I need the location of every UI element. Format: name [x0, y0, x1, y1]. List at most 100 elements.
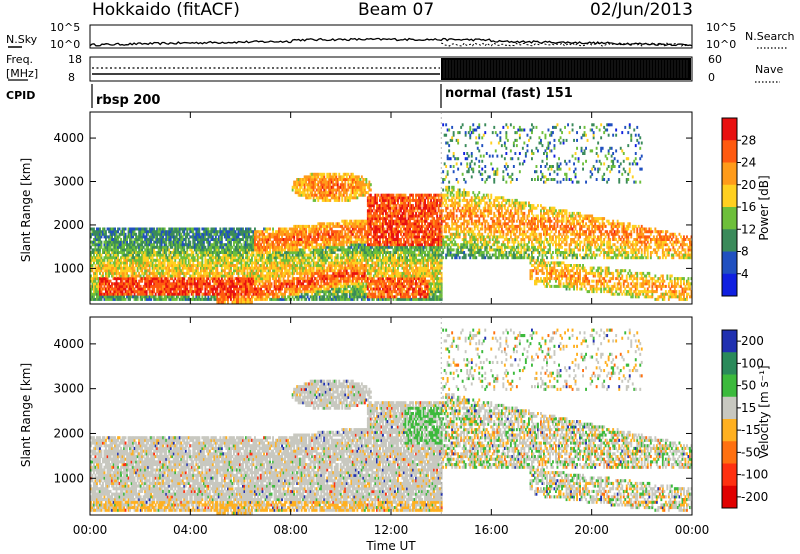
power-cell — [360, 191, 363, 195]
power-cell — [327, 191, 330, 195]
power-cell — [329, 264, 332, 267]
power-cell — [100, 292, 103, 296]
power-cell — [220, 282, 223, 286]
power-cell — [202, 279, 205, 283]
power-cell — [360, 297, 363, 301]
power-cell — [368, 274, 371, 278]
power-cell — [121, 232, 124, 236]
power-cell — [230, 232, 232, 236]
power-cell — [315, 175, 318, 179]
power-cell — [109, 292, 112, 296]
power-cell — [223, 230, 226, 234]
power-cell — [273, 292, 276, 296]
power-cell — [254, 248, 256, 252]
power-cell — [202, 269, 205, 273]
power-cell — [192, 274, 195, 278]
power-cell — [97, 292, 100, 296]
power-cell — [335, 175, 338, 179]
power-cell — [281, 251, 283, 254]
power-cell — [317, 264, 320, 267]
power-cell — [251, 243, 253, 247]
power-cell — [350, 271, 353, 275]
power-cell — [207, 232, 210, 236]
power-cell — [311, 271, 314, 275]
power-cell — [187, 295, 190, 299]
power-cell — [323, 188, 326, 192]
power-cell — [174, 287, 177, 291]
power-cell — [360, 185, 363, 189]
power-cell — [338, 175, 341, 179]
power-cell — [120, 279, 122, 283]
power-cell — [342, 251, 345, 254]
power-cell — [299, 287, 302, 291]
power-cell — [353, 277, 356, 281]
power-cell — [258, 251, 261, 254]
power-cell — [216, 256, 219, 260]
power-cell — [261, 245, 264, 249]
power-cell — [144, 258, 147, 262]
power-cell — [255, 287, 258, 291]
power-cell — [326, 198, 329, 202]
power-cell — [305, 292, 308, 296]
power-cell — [288, 261, 291, 265]
power-cell — [254, 282, 256, 286]
power-cell — [275, 264, 277, 267]
power-cell — [227, 274, 229, 278]
power-cell — [90, 295, 92, 299]
power-cell — [139, 240, 142, 244]
power-cell — [330, 235, 333, 239]
power-cell — [368, 282, 371, 286]
power-cell — [318, 243, 321, 247]
power-cell — [127, 274, 130, 278]
power-cell — [320, 269, 323, 273]
nave-block — [441, 58, 691, 80]
power-cell — [129, 248, 131, 252]
power-cell — [228, 240, 231, 244]
power-cell — [347, 248, 350, 252]
power-cell — [239, 232, 241, 236]
power-cell — [165, 230, 168, 234]
power-cell — [243, 290, 246, 294]
power-cell — [151, 232, 154, 236]
power-cell — [293, 269, 296, 273]
power-cell — [123, 287, 125, 291]
power-cell — [202, 238, 205, 241]
power-cell — [177, 261, 180, 265]
power-cell — [315, 282, 318, 286]
power-cell — [115, 295, 118, 299]
power-cell — [263, 256, 265, 260]
power-cell — [195, 243, 198, 247]
power-cell — [273, 238, 276, 241]
power-cell — [267, 245, 270, 249]
power-cell — [130, 264, 133, 267]
power-cell — [356, 245, 359, 249]
power-cell — [312, 198, 315, 202]
power-cell — [306, 238, 309, 241]
power-cell — [266, 297, 268, 301]
power-cell — [130, 238, 133, 241]
power-cell — [296, 287, 299, 291]
power-cell — [269, 274, 271, 278]
power-cell — [257, 253, 259, 257]
power-cell — [97, 284, 100, 288]
power-cell — [362, 178, 365, 181]
power-cell — [111, 271, 113, 275]
power-cell — [347, 264, 350, 267]
power-cell — [138, 256, 141, 260]
power-cell — [330, 297, 333, 301]
power-cell — [330, 175, 333, 179]
power-cell — [233, 238, 235, 241]
power-cell — [124, 290, 127, 294]
power-cell — [242, 300, 244, 304]
power-cell — [320, 251, 323, 254]
power-cell — [180, 253, 183, 257]
power-cell — [91, 227, 94, 231]
power-cell — [159, 245, 162, 249]
power-cell — [369, 245, 372, 249]
power-cell — [311, 230, 314, 234]
power-cell — [326, 277, 329, 281]
power-cell — [118, 271, 121, 275]
power-cell — [114, 256, 116, 260]
power-cell — [118, 232, 121, 236]
power-cell — [227, 266, 229, 270]
